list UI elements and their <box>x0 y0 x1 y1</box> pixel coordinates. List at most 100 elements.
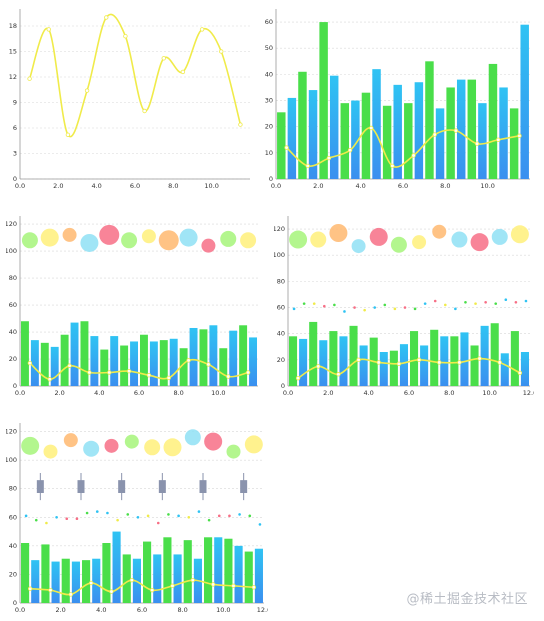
line-point <box>142 108 147 114</box>
bar <box>139 334 148 386</box>
line-point <box>390 163 395 169</box>
x-tick-label: 6.0 <box>404 389 414 397</box>
line-point <box>477 356 482 361</box>
y-tick-label: 0 <box>13 382 17 390</box>
bar <box>61 558 70 603</box>
line-point <box>161 56 166 61</box>
y-tick-label: 60 <box>9 513 17 521</box>
candle-body <box>199 480 207 493</box>
bar <box>71 561 80 603</box>
scatter-point <box>45 521 48 525</box>
bar <box>349 325 358 386</box>
line-point <box>432 132 437 137</box>
y-tick-label: 80 <box>9 274 17 282</box>
scatter-point <box>504 298 508 301</box>
bar <box>361 92 371 179</box>
bubble <box>43 444 58 459</box>
bubble <box>141 229 156 244</box>
line-point <box>84 88 90 93</box>
line-point <box>129 577 135 583</box>
y-tick-label: 6 <box>13 124 17 132</box>
line-point <box>126 368 132 374</box>
bar <box>289 336 298 386</box>
x-tick-label: 4.0 <box>94 389 104 397</box>
bar <box>480 325 489 386</box>
bar <box>329 75 339 179</box>
line-point <box>517 370 523 376</box>
line-point <box>517 133 522 139</box>
line-point <box>48 587 53 593</box>
x-tick-label: 12.0 <box>523 389 534 397</box>
scatter-point <box>106 511 109 515</box>
bubble <box>390 236 407 253</box>
bubble <box>83 440 100 457</box>
scatter-point <box>85 511 89 515</box>
scatter-point <box>484 301 487 304</box>
watermark: @稀土掘金技术社区 <box>406 592 528 607</box>
y-tick-label: 120 <box>6 428 17 436</box>
x-tick-label: 6.0 <box>130 182 140 190</box>
scatter-point <box>187 515 191 519</box>
line-point <box>219 49 224 54</box>
x-tick-label: 6.0 <box>134 389 144 397</box>
line-point <box>226 374 231 379</box>
candle-body <box>158 480 166 493</box>
scatter-point <box>333 303 336 307</box>
scatter-point <box>302 302 306 305</box>
scatter-point <box>433 299 437 303</box>
x-tick-label: 10.0 <box>480 182 494 190</box>
bubble <box>144 439 161 456</box>
bar <box>112 531 121 603</box>
bubble <box>99 224 120 245</box>
bubble <box>21 232 38 249</box>
bubble <box>204 432 223 451</box>
scatter-point <box>217 514 221 518</box>
bubble <box>62 227 77 242</box>
bar <box>329 331 338 386</box>
bubble <box>124 434 139 449</box>
bar <box>239 325 248 386</box>
x-tick-label: 6.0 <box>398 182 408 190</box>
scatter-point <box>383 303 387 307</box>
bar <box>41 544 50 603</box>
chart-bar-line-panel: 0 10 20 30 40 50 60 0.0 2.0 4.0 6.0 8.0 10.0 <box>265 9 530 190</box>
scatter-point <box>393 307 397 311</box>
line-point <box>416 357 422 363</box>
bar <box>183 540 192 603</box>
y-tick-label: 20 <box>9 355 17 363</box>
y-tick-label: 40 <box>9 328 17 336</box>
scatter-point <box>343 310 346 313</box>
line-point <box>87 370 92 375</box>
bubble <box>121 232 138 249</box>
scatter-point <box>136 515 140 519</box>
scatter-point <box>454 307 457 311</box>
bar <box>287 97 297 179</box>
line-point <box>305 163 310 169</box>
bubble <box>163 438 182 457</box>
bubble <box>369 227 388 246</box>
x-tick-label: 0.0 <box>15 606 25 614</box>
y-tick-label: 0 <box>13 599 17 607</box>
scatter-point <box>207 518 211 522</box>
bar <box>446 87 455 179</box>
bubble <box>80 233 99 252</box>
line-point <box>210 582 216 587</box>
scatter-point <box>34 518 38 522</box>
bar <box>100 349 109 386</box>
line-point <box>453 128 459 133</box>
line-point <box>123 34 128 39</box>
bar <box>51 561 60 603</box>
bar <box>509 108 519 179</box>
line-point <box>231 583 236 589</box>
y-tick-label: 60 <box>265 18 273 26</box>
line-point <box>104 15 109 20</box>
y-tick-label: 120 <box>274 225 285 233</box>
y-tick-label: 40 <box>9 542 17 550</box>
x-tick-label: 10.0 <box>204 182 218 190</box>
x-tick-label: 0.0 <box>15 389 25 397</box>
bar <box>520 352 529 386</box>
bar <box>189 327 198 386</box>
x-tick-label: 0.0 <box>15 182 25 190</box>
y-tick-label: 12 <box>9 73 17 81</box>
bubble <box>412 235 427 250</box>
